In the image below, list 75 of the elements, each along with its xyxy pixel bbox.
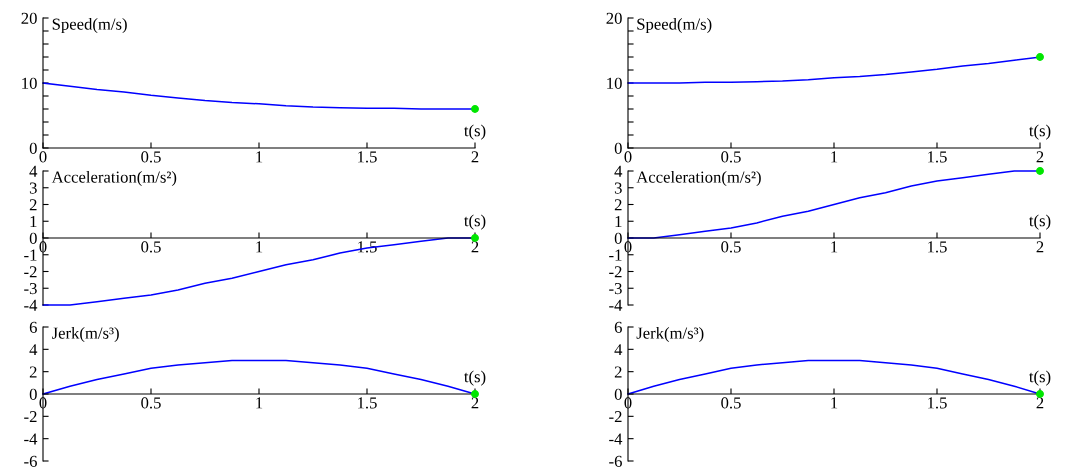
x-tick-label: 1 [831, 241, 838, 253]
y-tick-label: 10 [22, 77, 37, 89]
y-tick-label: 1 [30, 216, 37, 228]
y-tick-label: -1 [609, 249, 622, 261]
y-axis-title: Jerk(m/s³) [51, 327, 119, 343]
x-tick-label: 1 [831, 151, 838, 163]
y-tick-label: 3 [29, 182, 37, 194]
y-tick-label: -4 [609, 433, 623, 445]
y-tick-label: 1 [615, 216, 622, 228]
x-tick-label: 1 [256, 151, 263, 163]
x-tick-label: 0 [624, 151, 632, 163]
y-tick-label: 6 [614, 321, 622, 333]
x-tick-label: 2 [471, 151, 479, 163]
y-tick-label: -6 [24, 455, 37, 467]
y-tick-label: 6 [29, 321, 37, 333]
y-tick-label: -4 [24, 299, 38, 311]
y-tick-label: -6 [609, 455, 622, 467]
x-axis-title: t(s) [464, 214, 486, 230]
x-axis-title: t(s) [1029, 124, 1051, 140]
y-tick-label: -2 [24, 411, 37, 423]
x-tick-label: 1 [256, 397, 263, 409]
x-tick-label: 2 [1036, 241, 1044, 253]
y-tick-label: 20 [21, 12, 37, 24]
x-tick-label: 1.5 [928, 151, 947, 163]
y-tick-label: 2 [29, 366, 37, 378]
y-axis-title: Acceleration(m/s²) [636, 171, 761, 187]
x-tick-label: 1.5 [928, 397, 947, 409]
y-tick-label: -2 [609, 411, 622, 423]
y-tick-label: 0 [614, 232, 622, 244]
y-tick-label: 2 [29, 199, 37, 211]
x-tick-label: 1.5 [928, 241, 947, 253]
y-tick-label: -4 [24, 433, 38, 445]
y-tick-label: -2 [24, 266, 37, 278]
y-tick-label: 0 [29, 142, 37, 154]
y-tick-label: 4 [29, 344, 38, 356]
y-tick-label: 4 [614, 165, 623, 177]
y-tick-label: 2 [614, 366, 622, 378]
y-tick-label: -1 [24, 249, 37, 261]
x-tick-label: 2 [471, 397, 479, 409]
x-tick-label: 2 [1036, 397, 1044, 409]
y-tick-label: 20 [606, 12, 622, 24]
y-tick-label: 10 [607, 77, 622, 89]
x-axis-title: t(s) [464, 370, 486, 386]
x-axis-title: t(s) [1029, 370, 1051, 386]
y-axis-title: Speed(m/s) [637, 18, 712, 34]
x-tick-label: 0.5 [721, 241, 741, 253]
x-tick-label: 0.5 [721, 397, 741, 409]
y-axis-title: Speed(m/s) [52, 18, 127, 34]
y-axis-title: Jerk(m/s³) [636, 327, 704, 343]
x-tick-label: 1 [256, 241, 263, 253]
x-tick-label: 2 [471, 241, 479, 253]
y-tick-label: 0 [614, 388, 622, 400]
y-tick-label: 0 [29, 232, 37, 244]
y-tick-label: 4 [29, 165, 38, 177]
x-tick-label: 1 [831, 397, 838, 409]
x-tick-label: 0.5 [141, 151, 161, 163]
y-tick-label: 2 [614, 199, 622, 211]
y-tick-label: 3 [614, 182, 622, 194]
x-tick-label: 0.5 [721, 151, 741, 163]
y-tick-label: 0 [614, 142, 622, 154]
x-axis-title: t(s) [1029, 214, 1051, 230]
y-tick-label: -3 [609, 283, 622, 295]
y-tick-label: 4 [614, 344, 623, 356]
x-tick-label: 0.5 [141, 397, 161, 409]
x-tick-label: 1.5 [358, 397, 377, 409]
x-axis-title: t(s) [464, 124, 486, 140]
x-tick-label: 0.5 [141, 241, 161, 253]
y-tick-label: -4 [609, 299, 623, 311]
y-tick-label: -3 [24, 283, 37, 295]
y-tick-label: 0 [29, 388, 37, 400]
x-tick-label: 0 [39, 151, 47, 163]
x-tick-label: 1.5 [358, 151, 377, 163]
x-tick-label: 2 [1036, 151, 1044, 163]
y-tick-label: -2 [609, 266, 622, 278]
y-axis-title: Acceleration(m/s²) [51, 171, 177, 187]
